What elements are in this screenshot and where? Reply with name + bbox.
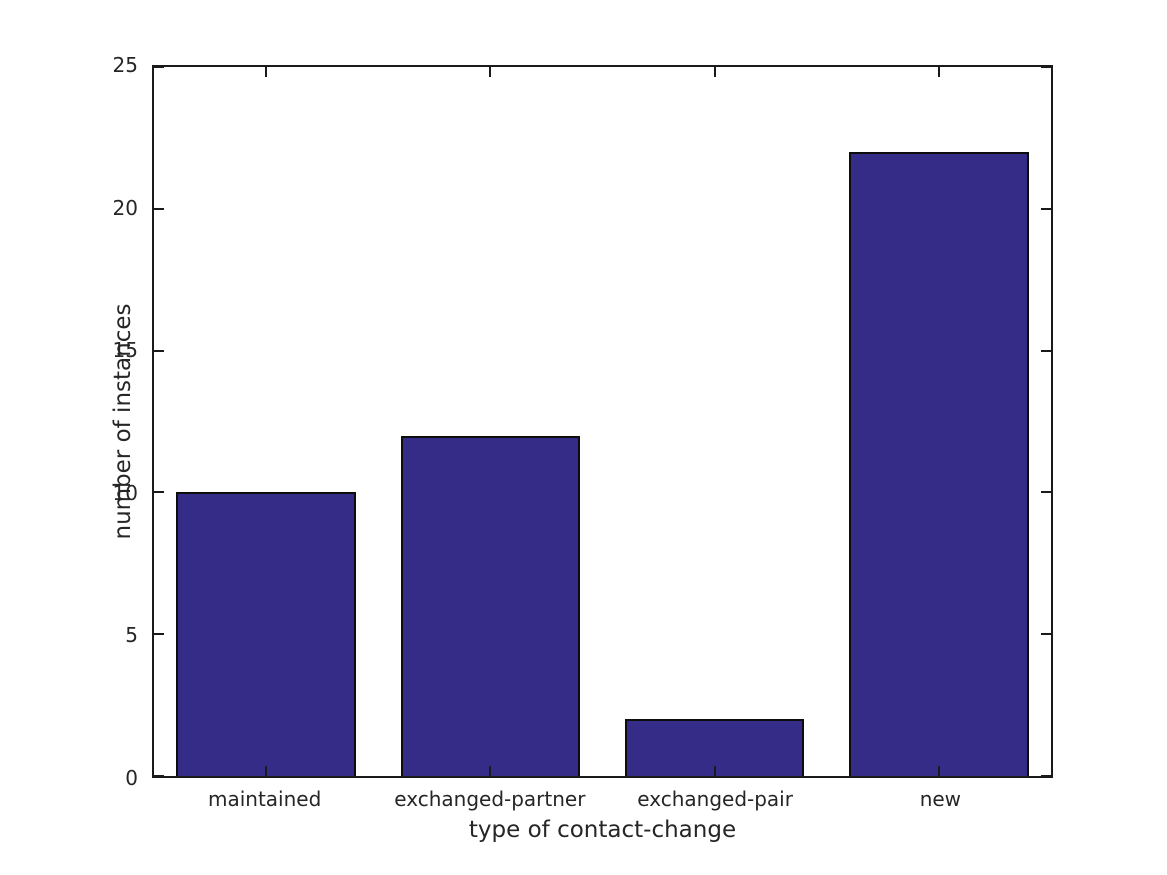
x-tick-mark [265, 67, 268, 77]
y-tick-mark [1041, 775, 1051, 777]
plot-inner [154, 66, 1051, 777]
x-axis-label: type of contact-change [468, 817, 737, 843]
y-tick-label: 15 [112, 338, 138, 363]
x-tick-mark [489, 766, 492, 776]
y-tick-label: 0 [125, 766, 138, 790]
x-tick-mark [489, 67, 492, 77]
y-tick-label: 25 [112, 53, 138, 77]
x-tick-mark [937, 67, 940, 77]
x-tick-mark [937, 766, 940, 776]
y-tick-mark [1041, 207, 1051, 210]
x-tick-mark [713, 67, 716, 77]
y-tick-mark [154, 491, 164, 494]
y-tick-mark [1041, 66, 1051, 68]
y-tick-label: 5 [125, 623, 138, 648]
y-tick-mark [154, 633, 164, 636]
y-tick-mark [154, 66, 164, 68]
x-tick-label: new [919, 787, 962, 811]
x-tick-label: exchanged-partner [394, 787, 586, 811]
x-tick-mark [265, 766, 268, 776]
y-tick-mark [1041, 349, 1051, 352]
y-tick-mark [1041, 491, 1051, 494]
y-tick-mark [154, 207, 164, 210]
bar-exchanged-partner [400, 435, 581, 776]
y-axis-label: number of instances [110, 303, 136, 540]
bar-maintained [176, 492, 356, 776]
y-tick-mark [1041, 633, 1051, 636]
plot-area [152, 65, 1053, 778]
x-tick-mark [713, 766, 716, 776]
x-tick-label: maintained [207, 787, 322, 811]
y-tick-label: 10 [112, 480, 138, 505]
y-tick-mark [154, 349, 164, 352]
bar-new [849, 152, 1029, 776]
y-tick-label: 20 [112, 195, 138, 220]
x-tick-label: exchanged-pair [637, 787, 793, 811]
y-tick-mark [154, 775, 164, 777]
